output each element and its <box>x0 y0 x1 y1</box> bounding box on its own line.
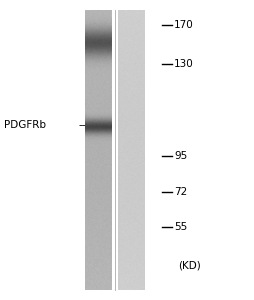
Text: --: -- <box>78 120 86 130</box>
Text: PDGFRb: PDGFRb <box>4 120 46 130</box>
Text: 72: 72 <box>173 187 187 196</box>
Text: 170: 170 <box>173 20 193 30</box>
Text: (KD): (KD) <box>177 261 200 271</box>
Text: 130: 130 <box>173 59 193 69</box>
Text: 95: 95 <box>173 151 187 161</box>
Text: 55: 55 <box>173 222 187 232</box>
